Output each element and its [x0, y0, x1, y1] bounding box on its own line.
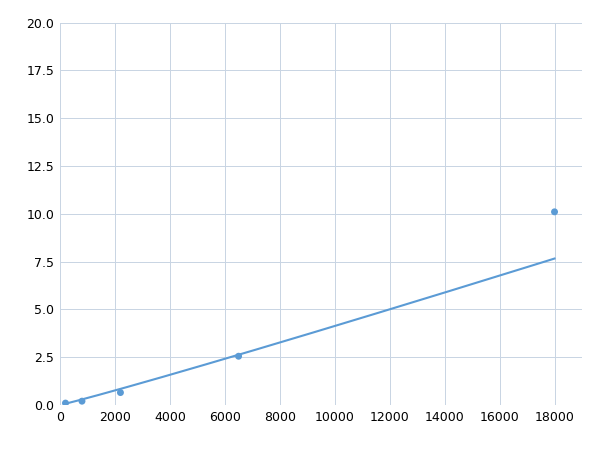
Point: [234, 353, 244, 360]
Point: [116, 389, 125, 396]
Point: [550, 208, 559, 216]
Point: [61, 400, 70, 407]
Point: [77, 398, 87, 405]
